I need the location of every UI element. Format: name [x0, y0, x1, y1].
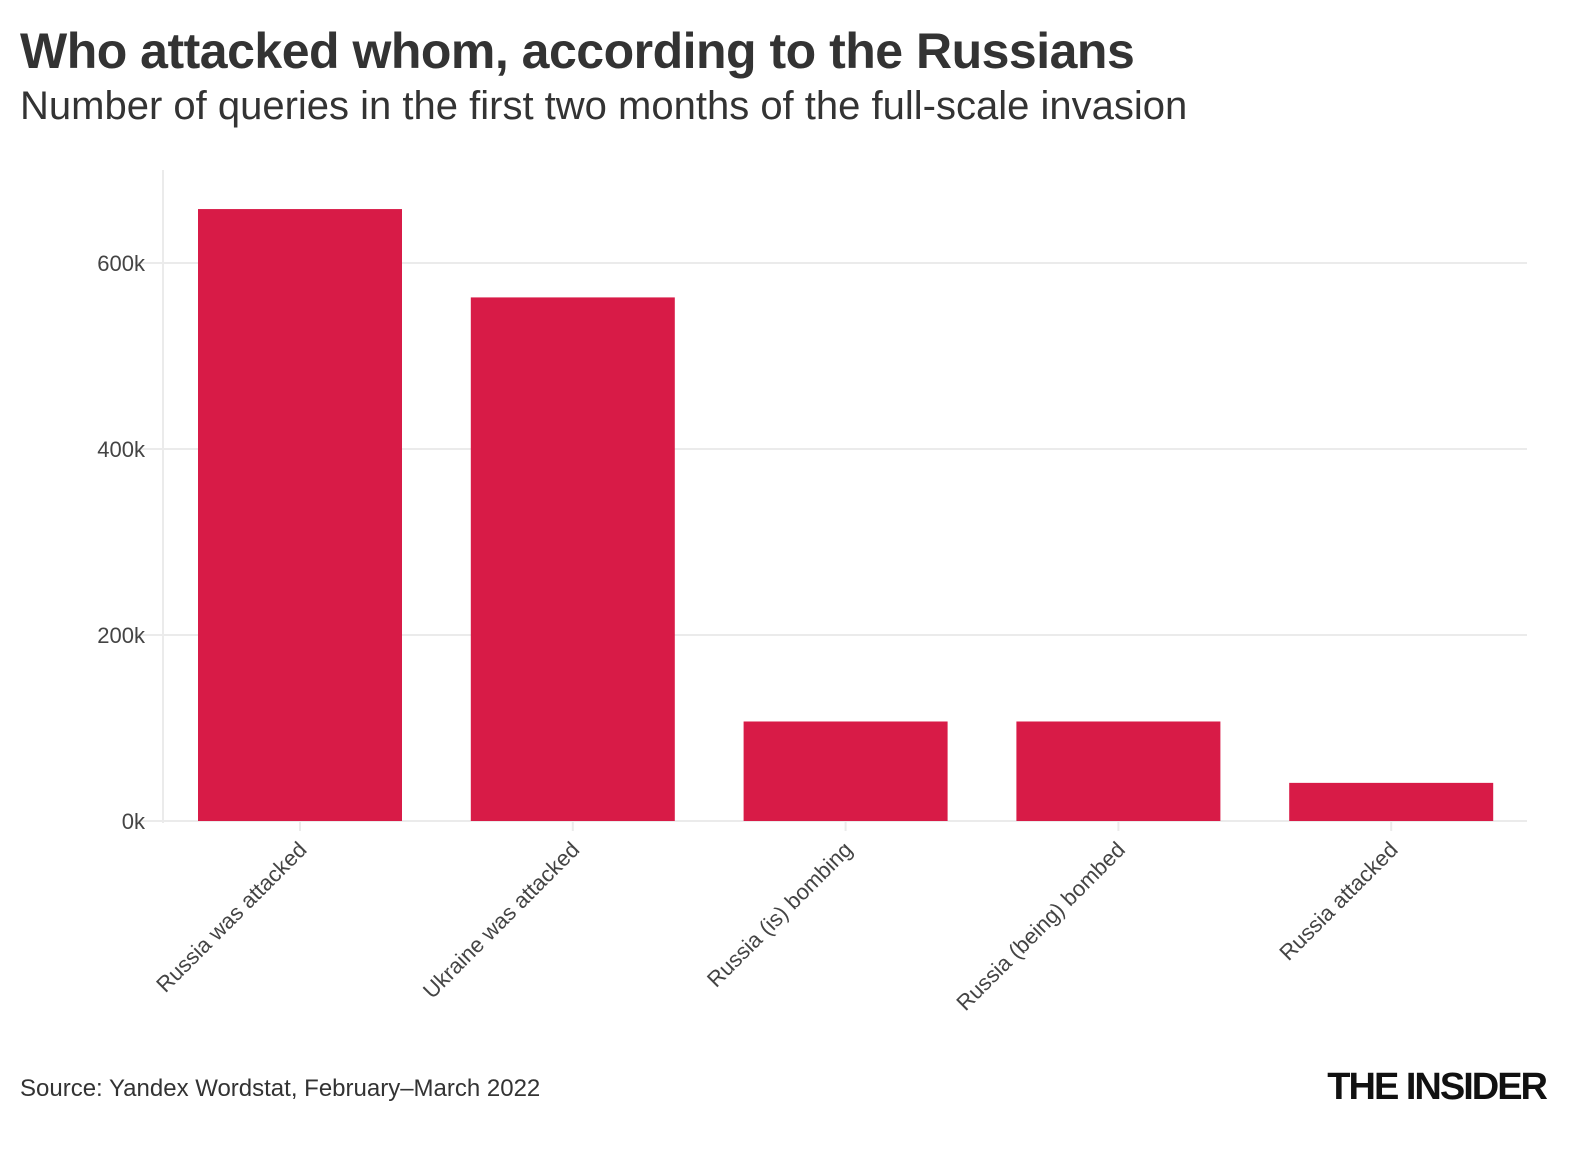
bar: [470, 297, 675, 821]
y-tick-label: 0k: [122, 809, 146, 834]
the-insider-logo: THE INSIDER: [1327, 1066, 1548, 1108]
y-tick-label: 600k: [97, 251, 146, 276]
y-tick-label: 400k: [97, 437, 146, 462]
x-tick-label: Russia (is) bombing: [702, 837, 857, 992]
x-tick-label: Russia attacked: [1274, 837, 1402, 965]
source-note: Source: Yandex Wordstat, February–March …: [20, 1075, 541, 1102]
bar: [1289, 782, 1494, 821]
x-tick-label: Russia (being) bombed: [951, 837, 1130, 1016]
bar: [1016, 721, 1221, 821]
bar: [743, 721, 948, 821]
bar: [198, 209, 402, 821]
x-tick-label: Ukraine was attacked: [418, 837, 584, 1003]
chart-title: Who attacked whom, according to the Russ…: [20, 23, 1135, 79]
x-tick-label: Russia was attacked: [151, 837, 311, 997]
chart-subtitle: Number of queries in the first two month…: [20, 84, 1188, 128]
y-tick-label: 200k: [97, 623, 146, 648]
